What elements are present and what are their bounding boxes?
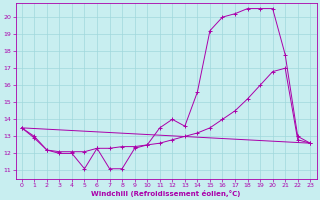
X-axis label: Windchill (Refroidissement éolien,°C): Windchill (Refroidissement éolien,°C) bbox=[91, 190, 241, 197]
